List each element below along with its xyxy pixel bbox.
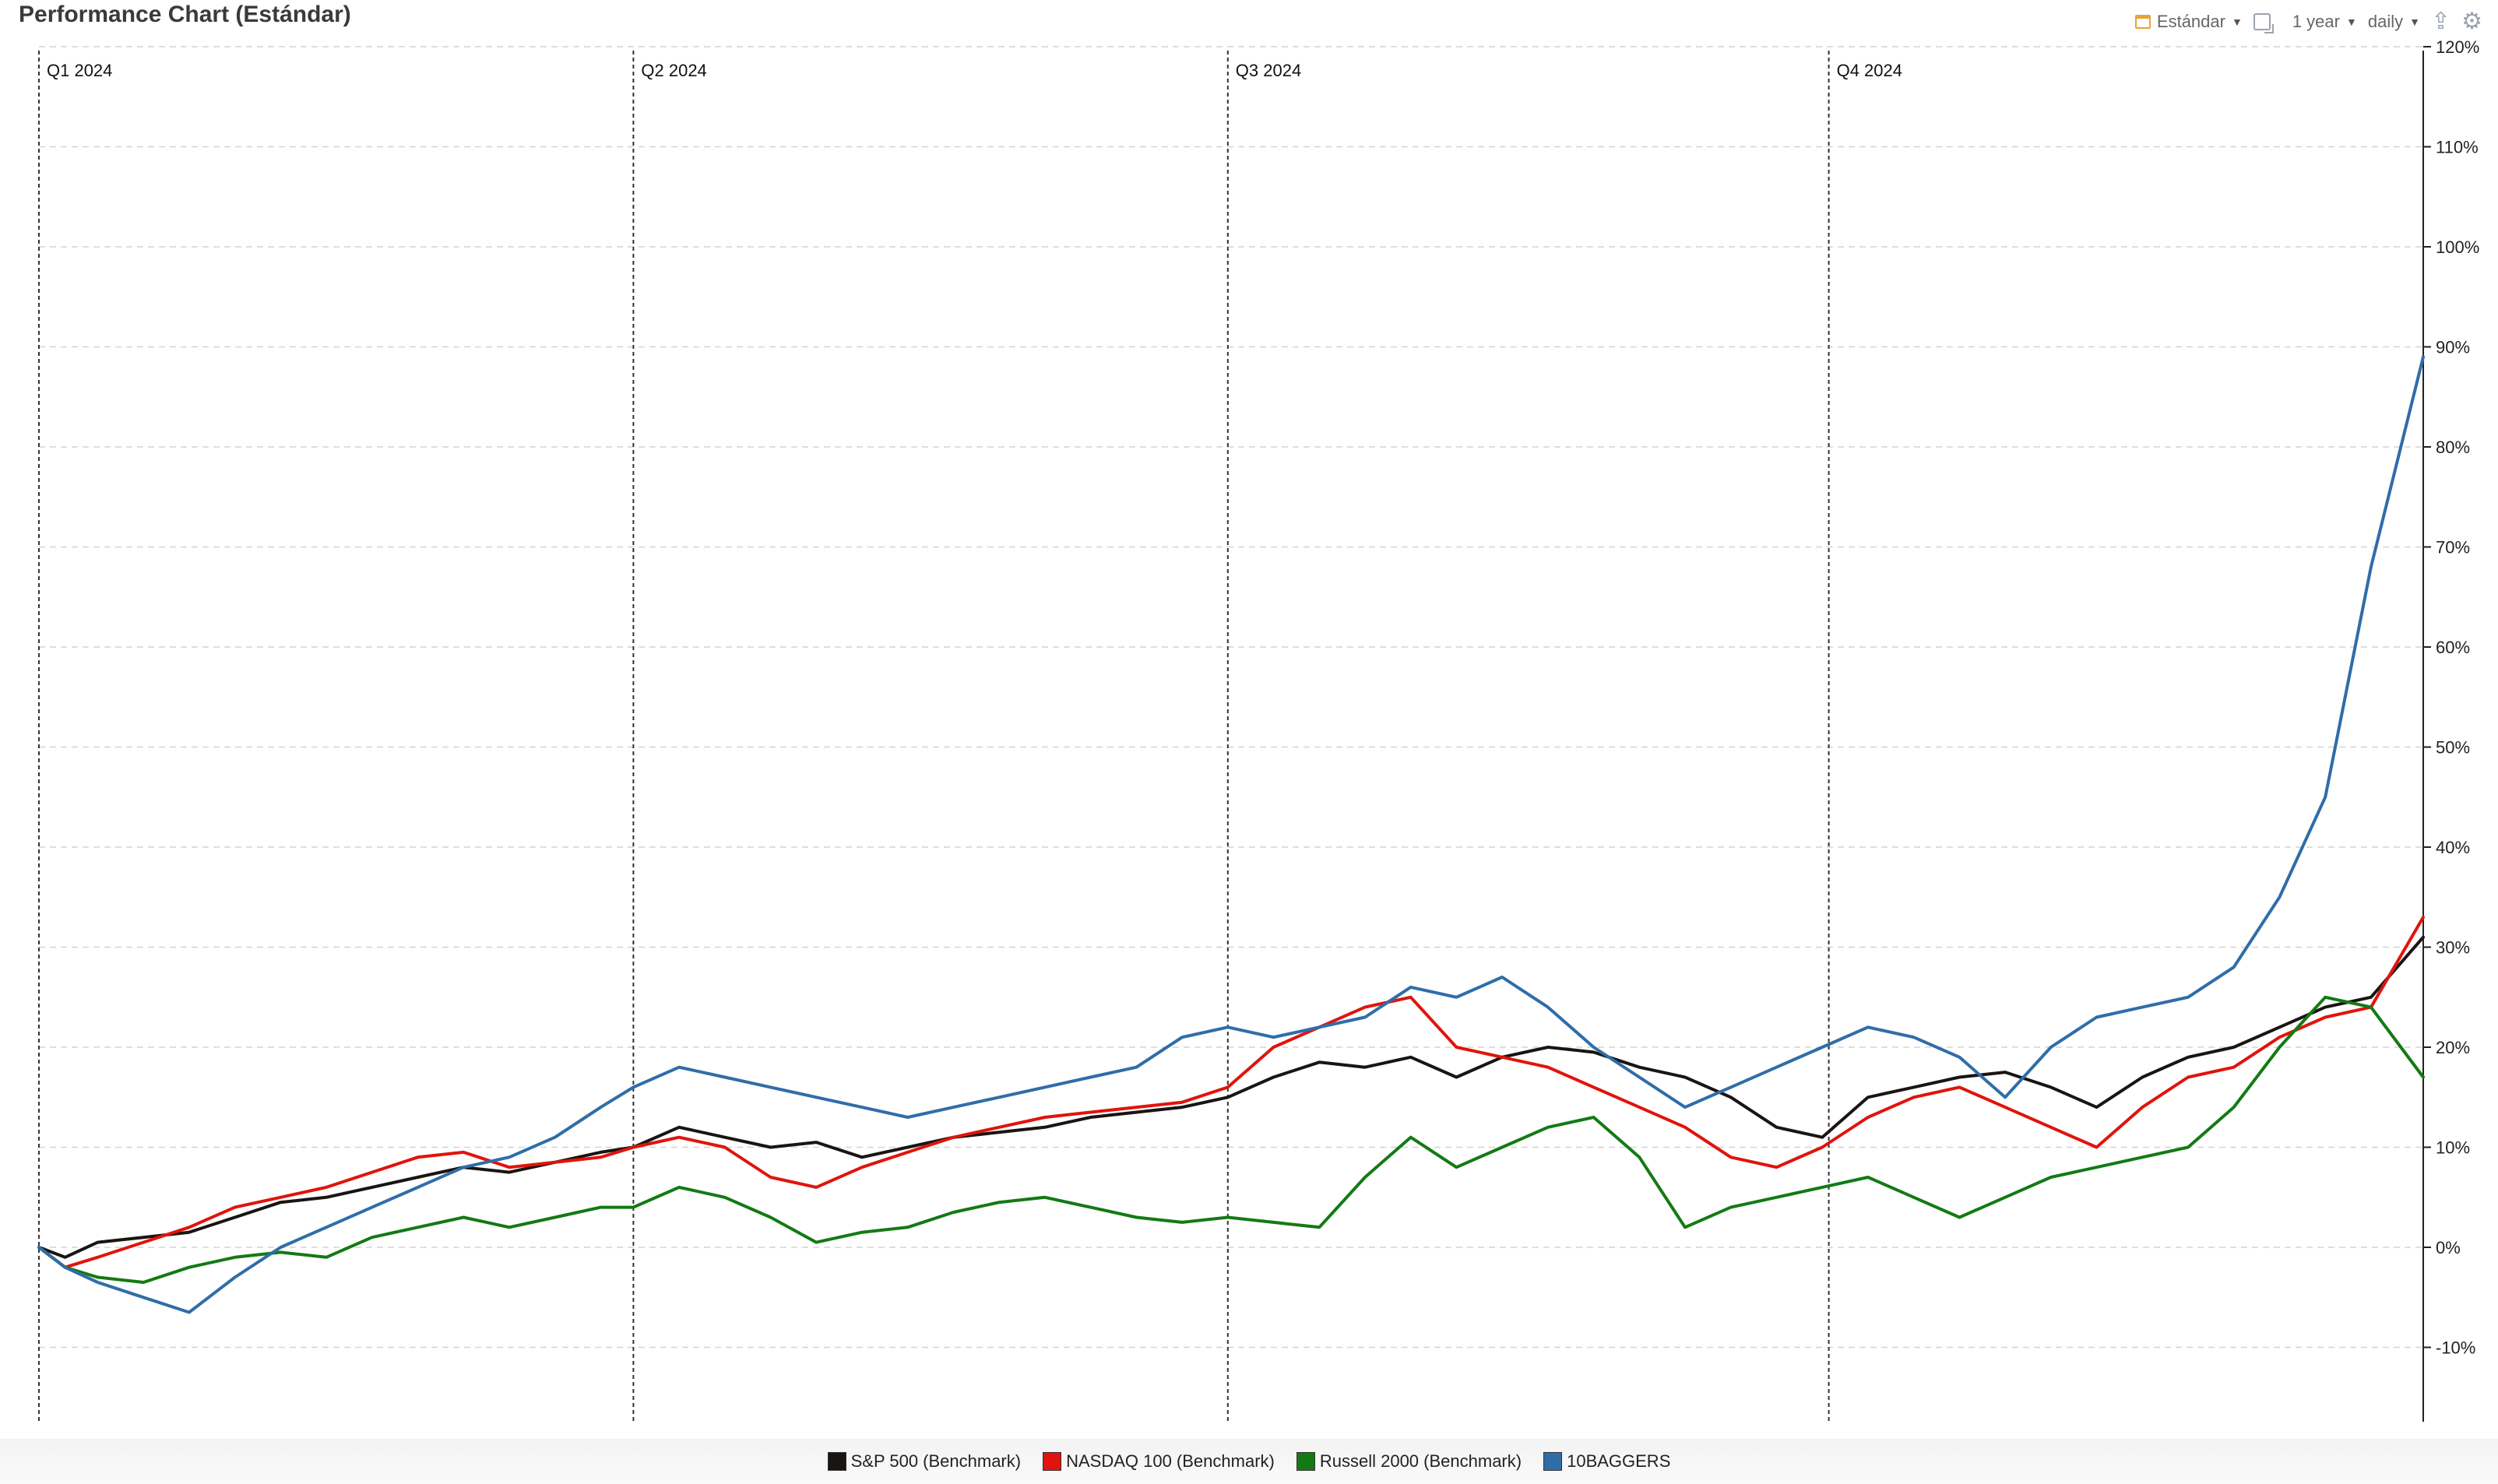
y-tick-label: 100%: [2436, 237, 2479, 257]
quarter-label: Q3 2024: [1236, 61, 1301, 80]
y-tick-label: 90%: [2436, 338, 2470, 357]
y-tick-label: 110%: [2436, 138, 2479, 157]
legend-swatch: [1043, 1452, 1062, 1471]
y-tick-label: 60%: [2436, 638, 2470, 657]
series-line: [37, 995, 2425, 1284]
template-dropdown[interactable]: Estándar ▼: [2134, 12, 2243, 32]
compare-button[interactable]: [2253, 13, 2274, 33]
series-line: [37, 916, 2425, 1269]
y-tick-label: 70%: [2436, 538, 2470, 557]
legend-label: Russell 2000 (Benchmark): [1319, 1451, 1522, 1471]
series-line: [37, 355, 2425, 1314]
legend-swatch: [1543, 1452, 1563, 1471]
interval-label: daily: [2367, 12, 2404, 31]
y-tick-label: 50%: [2436, 738, 2470, 758]
legend-item-10baggers[interactable]: 10BAGGERS: [1543, 1451, 1670, 1472]
legend-label: 10BAGGERS: [1567, 1451, 1671, 1471]
settings-button[interactable]: ⚙: [2461, 10, 2482, 33]
legend-item-nasdaq100[interactable]: NASDAQ 100 (Benchmark): [1043, 1451, 1275, 1472]
y-tick-label: 0%: [2436, 1238, 2461, 1257]
legend-label: S&P 500 (Benchmark): [850, 1451, 1022, 1471]
legend-swatch: [827, 1452, 846, 1471]
quarter-label: Q2 2024: [641, 61, 706, 80]
y-tick-label: 30%: [2436, 938, 2470, 958]
y-tick-label: 40%: [2436, 838, 2470, 857]
chevron-down-icon: ▼: [2345, 16, 2357, 28]
calendar-icon: [2134, 15, 2151, 29]
quarter-label: Q4 2024: [1837, 61, 1902, 80]
legend-item-russell2000[interactable]: Russell 2000 (Benchmark): [1296, 1451, 1522, 1472]
chart-title: Performance Chart (Estándar): [19, 2, 351, 27]
legend-item-sp500[interactable]: S&P 500 (Benchmark): [827, 1451, 1022, 1472]
performance-chart: -10% 0% 10% 20% 30% 40% 50% 60% 70% 80% 90% 100% 110…: [37, 37, 2479, 1422]
legend-label: NASDAQ 100 (Benchmark): [1066, 1451, 1275, 1471]
y-tick-label: 10%: [2436, 1138, 2470, 1158]
template-label: Estándar: [2156, 12, 2225, 31]
compare-icon: [2253, 13, 2274, 33]
range-label: 1 year: [2292, 12, 2340, 31]
range-dropdown[interactable]: 1 year ▼: [2292, 12, 2357, 32]
interval-dropdown[interactable]: daily ▼: [2368, 12, 2420, 32]
chevron-down-icon: ▼: [2231, 16, 2243, 28]
export-button[interactable]: ⇪: [2431, 10, 2451, 33]
y-tick-label: 80%: [2436, 438, 2470, 457]
y-tick-label: -10%: [2436, 1338, 2475, 1358]
chevron-down-icon: ▼: [2409, 16, 2420, 28]
legend-swatch: [1296, 1452, 1315, 1471]
quarter-label: Q1 2024: [47, 61, 112, 80]
y-tick-label: 20%: [2436, 1038, 2470, 1057]
chart-toolbar: Estándar ▼ 1 year ▼ daily ▼ ⇪ ⚙: [2134, 6, 2482, 37]
y-tick-label: 120%: [2436, 37, 2479, 57]
gear-icon: ⚙: [2461, 9, 2482, 34]
export-icon: ⇪: [2430, 9, 2451, 34]
chart-legend: S&P 500 (Benchmark) NASDAQ 100 (Benchmar…: [0, 1439, 2498, 1484]
series-line: [37, 935, 2425, 1259]
